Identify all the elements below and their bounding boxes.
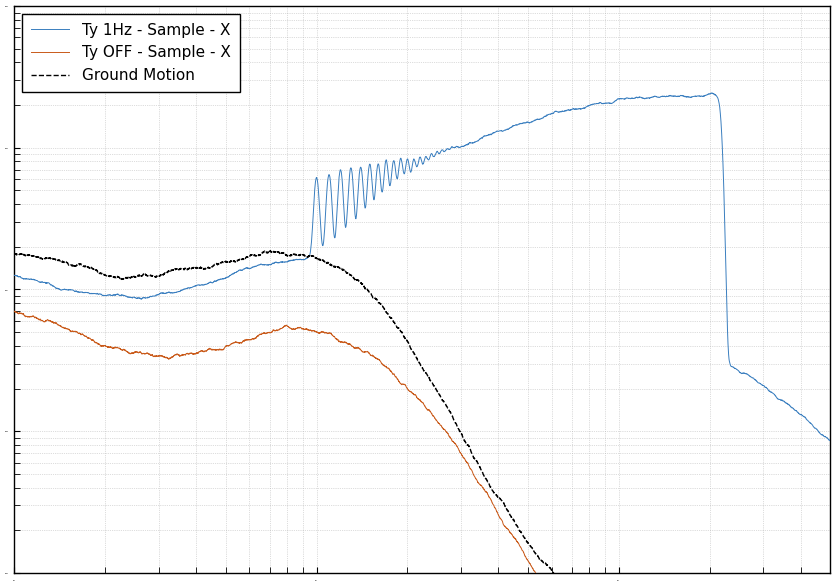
Line: Ground Motion: Ground Motion (14, 251, 830, 588)
Ty 1Hz - Sample - X (9, 272, 19, 279)
Ty 1Hz - Sample - X (304, 252, 314, 259)
Ground Motion (265, 248, 275, 255)
Ty 1Hz - Sample - X (527, 118, 537, 125)
Ty 1Hz - Sample - X (492, 128, 502, 135)
Ty 1Hz - Sample - X (614, 95, 624, 102)
Line: Ty OFF - Sample - X: Ty OFF - Sample - X (14, 311, 830, 588)
Legend: Ty 1Hz - Sample - X, Ty OFF - Sample - X, Ground Motion: Ty 1Hz - Sample - X, Ty OFF - Sample - X… (22, 14, 239, 92)
Ty 1Hz - Sample - X (707, 89, 717, 96)
Ty 1Hz - Sample - X (825, 437, 834, 444)
Ground Motion (528, 545, 538, 552)
Ground Motion (9, 250, 19, 258)
Ty OFF - Sample - X (51, 320, 61, 327)
Ground Motion (492, 493, 502, 500)
Ty OFF - Sample - X (9, 308, 19, 315)
Ty OFF - Sample - X (10, 308, 20, 315)
Ty 1Hz - Sample - X (657, 93, 667, 100)
Ty OFF - Sample - X (528, 564, 538, 572)
Ground Motion (50, 256, 60, 263)
Ty 1Hz - Sample - X (50, 284, 60, 291)
Ty OFF - Sample - X (304, 327, 314, 334)
Ground Motion (304, 253, 314, 260)
Ty OFF - Sample - X (492, 509, 502, 516)
Line: Ty 1Hz - Sample - X: Ty 1Hz - Sample - X (14, 93, 830, 440)
